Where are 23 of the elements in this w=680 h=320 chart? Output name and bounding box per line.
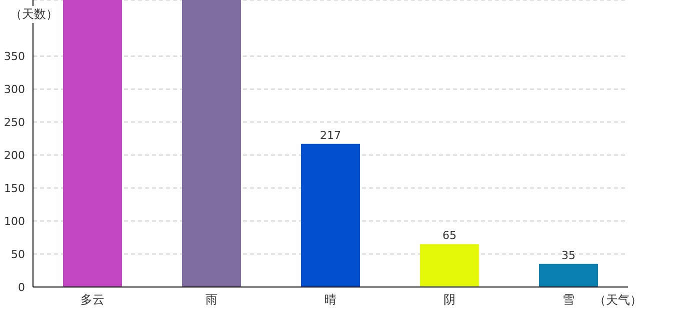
x-tick-label: 多云 (80, 292, 104, 307)
y-tick-label: 0 (18, 280, 25, 294)
bar (182, 0, 241, 287)
x-tick-label: 阴 (444, 292, 456, 307)
bar (301, 144, 360, 287)
y-tick-label: 350 (4, 50, 25, 63)
y-tick-label: 300 (4, 82, 25, 96)
x-tick-label: 雨 (206, 292, 218, 307)
y-tick-label: 250 (4, 116, 25, 129)
bar (420, 244, 479, 287)
bar (539, 264, 598, 287)
x-tick-label: 雪 (562, 292, 574, 307)
bar (63, 0, 122, 287)
data-label: 217 (320, 128, 341, 142)
y-tick-label: 150 (4, 182, 25, 195)
y-axis-title: （天数） (10, 6, 58, 23)
data-label: 35 (562, 248, 576, 262)
y-tick-label: 50 (11, 248, 25, 261)
y-tick-label: 100 (4, 214, 25, 228)
x-axis-title: （天气） (594, 292, 642, 309)
x-tick-label: 晴 (324, 292, 336, 307)
data-label: 65 (442, 229, 456, 242)
y-tick-label: 200 (4, 148, 25, 162)
